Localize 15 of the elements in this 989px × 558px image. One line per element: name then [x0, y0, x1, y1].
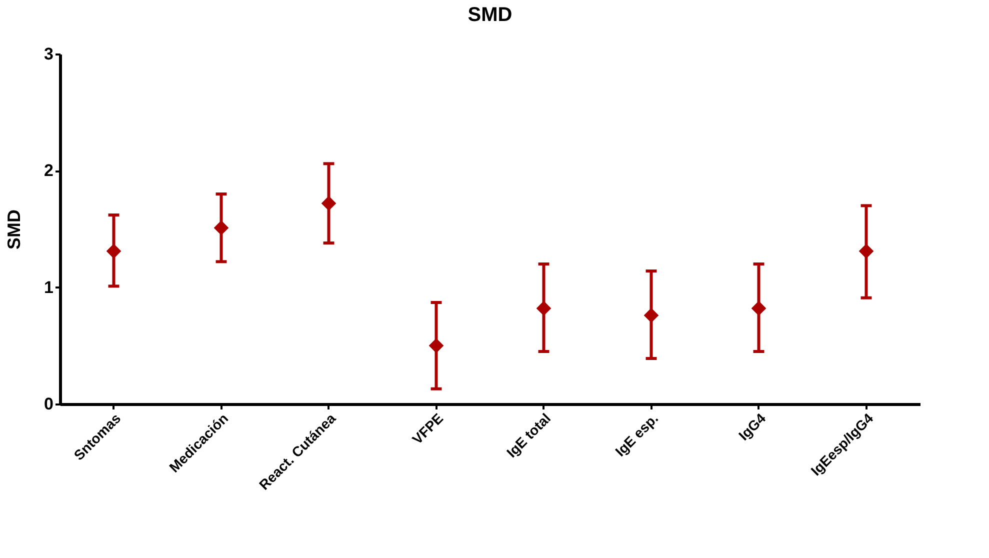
y-tick-label: 1	[44, 278, 54, 297]
point	[536, 300, 552, 316]
y-axis-title: SMD	[4, 210, 24, 250]
y-tick-label: 0	[44, 394, 54, 414]
y-tick-label: 2	[44, 161, 54, 180]
point	[214, 220, 229, 236]
chart-title: SMD	[468, 4, 512, 26]
y-tick-label: 3	[44, 44, 54, 64]
point	[106, 244, 122, 259]
point	[644, 308, 659, 323]
point	[428, 338, 444, 354]
point	[321, 196, 336, 211]
point	[858, 244, 874, 259]
point	[751, 300, 766, 316]
x-tick-label: IgE esp.	[612, 410, 662, 460]
